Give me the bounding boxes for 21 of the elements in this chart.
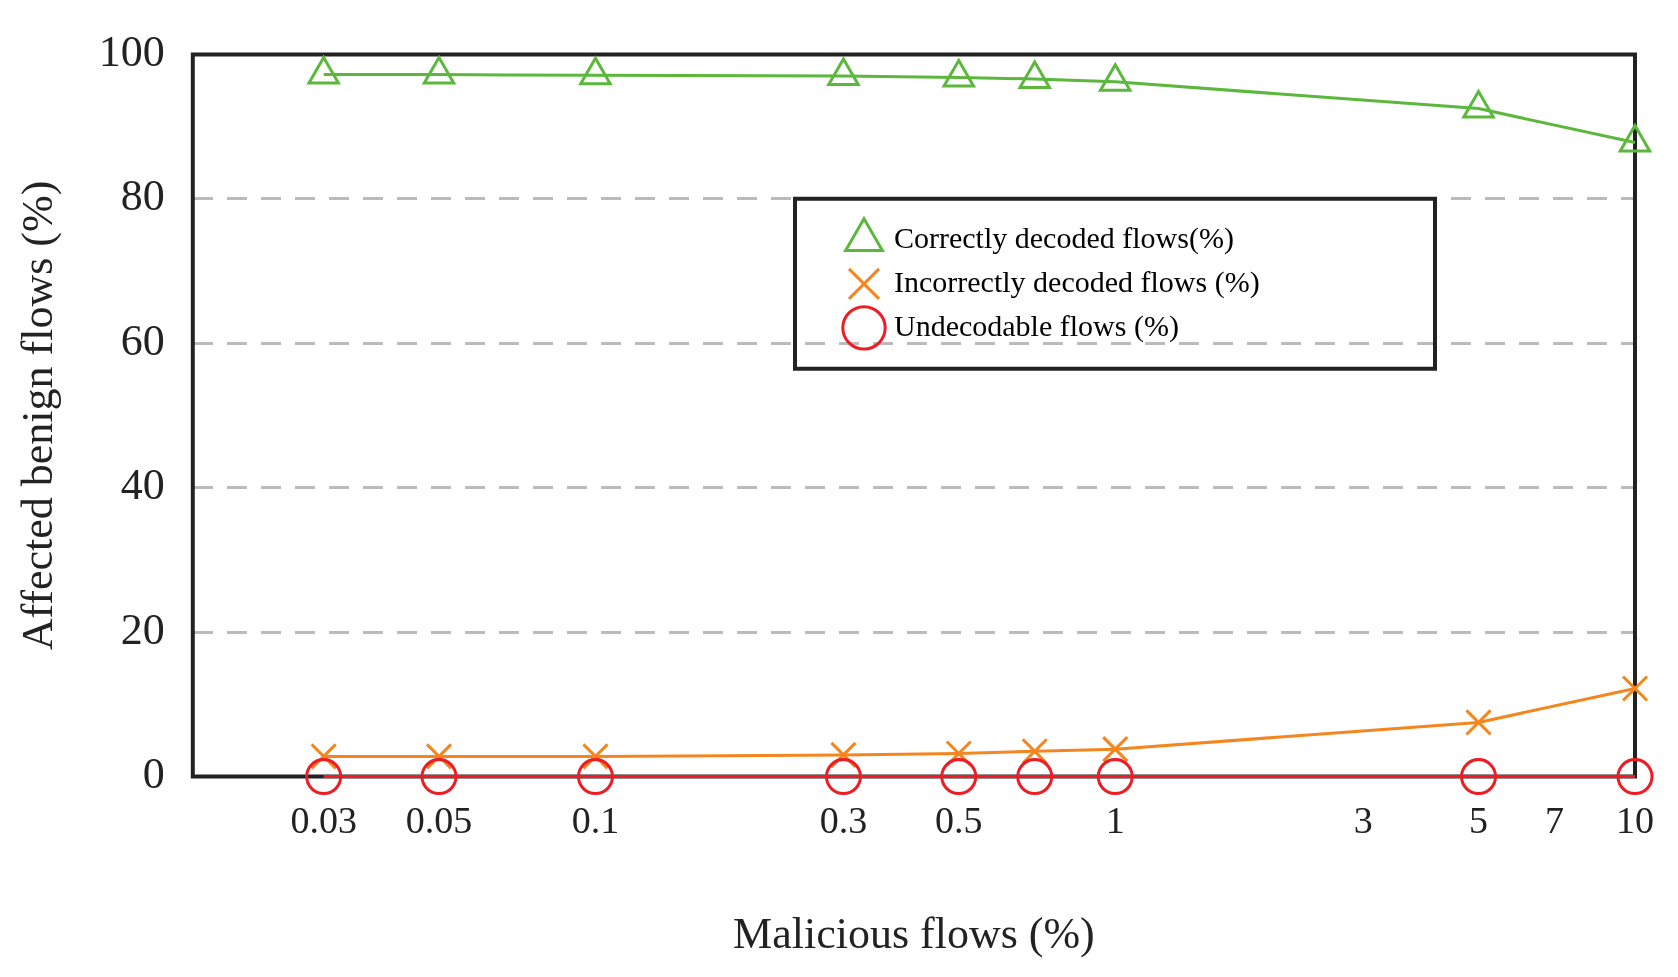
y-tick-label: 0	[142, 749, 165, 799]
x-tick-label: 0.05	[405, 799, 473, 842]
x-tick-label: 0.03	[290, 799, 357, 842]
legend-label: Undecodable flows (%)	[894, 308, 1179, 343]
y-tick-label: 20	[120, 604, 165, 654]
x-tick-label: 1	[1105, 799, 1125, 842]
y-tick-label: 80	[120, 171, 165, 221]
legend-label: Incorrectly decoded flows (%)	[894, 264, 1260, 299]
x-tick-label: 10	[1616, 799, 1654, 842]
y-tick-label: 60	[120, 315, 165, 365]
x-tick-label: 7	[1544, 799, 1564, 842]
y-tick-label: 40	[120, 460, 165, 510]
legend-label: Correctly decoded flows(%)	[894, 220, 1234, 255]
x-tick-label: 3	[1353, 799, 1373, 842]
x-tick-label: 0.1	[571, 799, 620, 842]
x-tick-label: 0.3	[819, 799, 868, 842]
x-tick-label: 0.5	[935, 799, 983, 842]
x-axis-title: Malicious flows (%)	[733, 909, 1095, 959]
y-axis-title: Affected benign flows (%)	[12, 180, 62, 651]
x-tick-label: 5	[1469, 799, 1489, 842]
y-tick-label: 100	[98, 26, 165, 76]
